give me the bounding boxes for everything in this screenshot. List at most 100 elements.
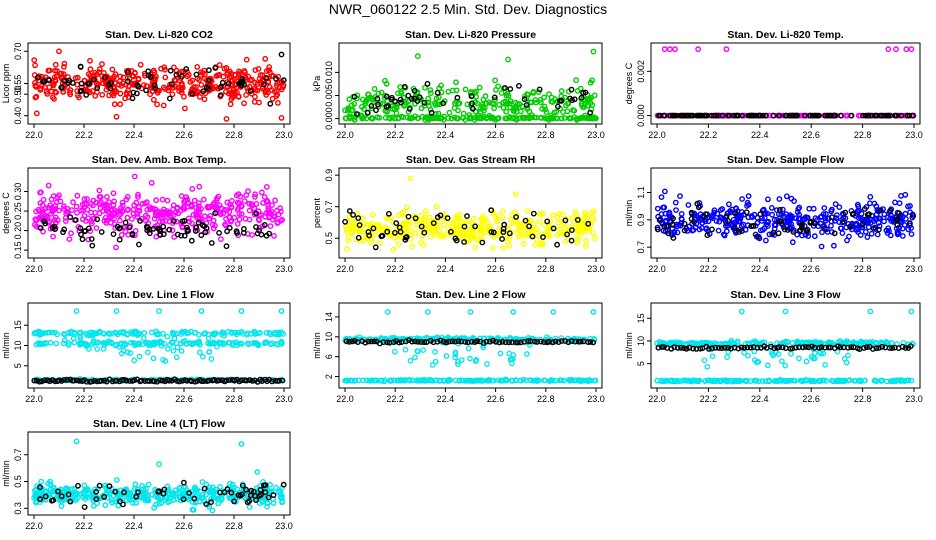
data-point [135,194,141,200]
data-point [427,106,434,113]
data-point [41,84,48,90]
data-point [251,93,258,100]
data-point [426,214,433,221]
data-point [185,71,192,78]
y-tick-label: 0.50 [13,85,23,103]
reference-point [397,96,404,103]
data-point [789,239,796,246]
data-point [582,209,588,216]
reference-point [739,228,745,235]
data-point [560,109,566,116]
y-tick-label: 0.000 [324,107,334,130]
data-point [172,487,179,494]
data-point [751,211,758,218]
data-point [178,193,185,199]
data-point [837,225,844,232]
data-point [678,216,685,223]
plot-frame [338,42,603,125]
x-tick-label: 22.4 [751,130,769,140]
reference-point [130,89,137,96]
reference-point [688,209,695,216]
reference-point [351,93,358,100]
data-point [503,108,510,115]
reference-point [217,92,224,99]
x-tick-label: 22.2 [386,394,404,404]
data-point [557,226,563,233]
data-point [787,212,793,219]
data-point [262,55,269,62]
reference-point [78,80,85,87]
data-point [116,81,122,88]
data-point [232,72,239,79]
x-tick-label: 22.2 [700,130,718,140]
data-point [443,353,450,359]
reference-point [670,235,677,241]
data-point [108,219,114,226]
data-point [462,117,469,123]
data-point [145,481,152,488]
data-point [395,241,402,248]
reference-point [444,215,451,222]
data-point [164,333,171,340]
data-point [190,506,197,513]
data-point [437,115,444,122]
outlier-point [384,309,391,315]
data-point [356,228,363,235]
data-point [432,349,438,355]
data-point [574,88,581,94]
data-point [575,236,582,243]
data-point [65,209,72,216]
y-axis-label: kPa [312,76,322,92]
y-tick-label: 0.3 [13,502,23,515]
data-point [185,215,192,222]
reference-point [564,231,570,238]
x-tick-label: 22.6 [802,394,820,404]
data-point [592,235,598,242]
data-point [539,106,545,112]
outlier-point [908,308,915,315]
outlier-point [407,175,414,182]
reference-point [60,229,66,236]
data-point [180,203,187,210]
data-point [724,354,730,360]
data-point [241,198,248,205]
data-point [518,108,524,115]
data-point [703,225,710,232]
data-point [834,212,840,219]
data-point [92,69,98,76]
outlier-point [893,46,899,53]
reference-point [406,106,413,112]
x-tick-label: 23.0 [275,394,293,404]
x-tick-label: 22.2 [75,521,93,531]
reference-point [370,225,377,232]
data-point [93,199,100,206]
data-point [466,230,473,237]
reference-point [661,223,668,230]
data-point [172,83,179,90]
data-point [544,115,551,122]
data-point [701,357,708,364]
data-point [509,220,516,227]
data-point [403,204,410,211]
data-point [765,196,771,203]
data-point [819,229,825,236]
data-point [503,100,510,107]
data-point [175,210,182,217]
figure-title: NWR_060122 2.5 Min. Std. Dev. Diagnostic… [328,1,608,17]
data-point [142,200,148,207]
y-tick-label: 1.1 [636,186,646,199]
reference-point [365,229,372,235]
data-point [579,102,585,109]
data-point [99,91,106,98]
reference-point [178,232,185,239]
data-point [101,202,108,209]
data-point [84,196,91,202]
data-point [576,220,582,226]
reference-point [205,85,212,92]
reference-point [41,218,47,225]
reference-point [418,223,425,230]
reference-point [513,214,519,220]
data-point [371,86,378,92]
data-point [384,109,390,115]
data-points [654,188,917,250]
